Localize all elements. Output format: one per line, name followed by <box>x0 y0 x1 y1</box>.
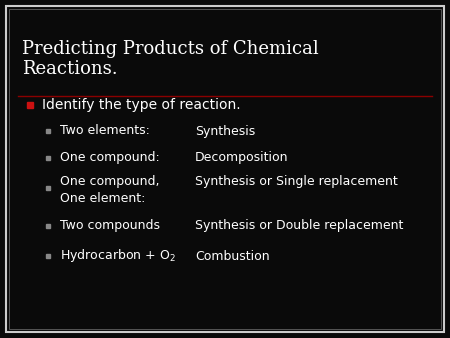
Text: Synthesis: Synthesis <box>195 124 255 138</box>
Text: Synthesis or Double replacement: Synthesis or Double replacement <box>195 219 403 233</box>
Text: Predicting Products of Chemical: Predicting Products of Chemical <box>22 40 319 58</box>
Text: Identify the type of reaction.: Identify the type of reaction. <box>42 98 241 112</box>
Text: Synthesis or Single replacement: Synthesis or Single replacement <box>195 175 398 189</box>
Text: Two elements:: Two elements: <box>60 124 150 138</box>
Text: One compound:: One compound: <box>60 151 160 165</box>
Text: Decomposition: Decomposition <box>195 151 288 165</box>
Text: One element:: One element: <box>60 192 145 204</box>
Text: Two compounds: Two compounds <box>60 219 160 233</box>
Text: Hydrocarbon + O$_2$: Hydrocarbon + O$_2$ <box>60 247 176 265</box>
Text: Reactions.: Reactions. <box>22 60 117 78</box>
Text: One compound,: One compound, <box>60 175 159 189</box>
Text: Combustion: Combustion <box>195 249 270 263</box>
